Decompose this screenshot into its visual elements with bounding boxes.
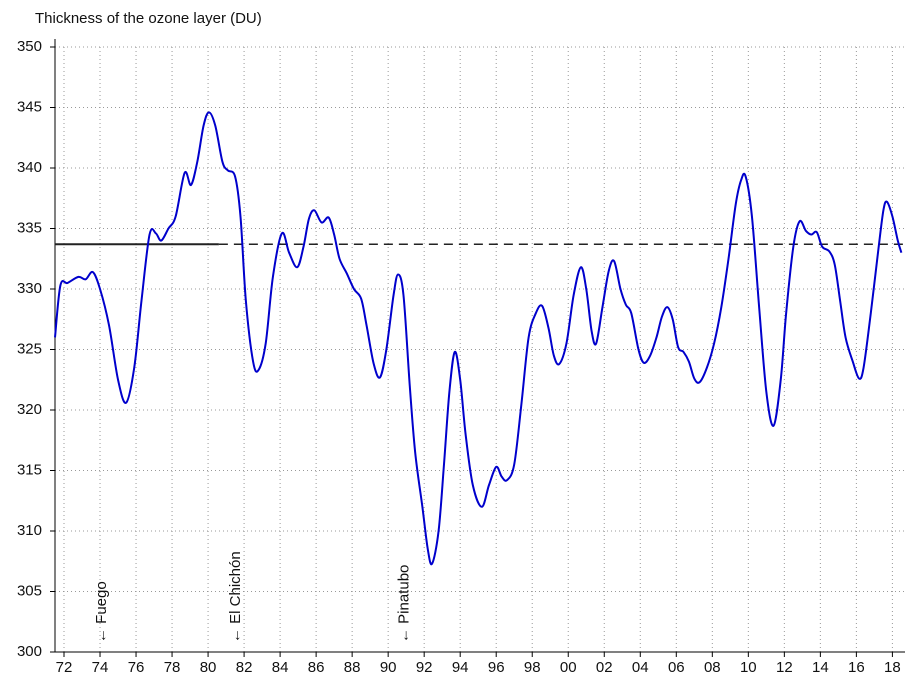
x-tick-label: 16 (848, 659, 865, 676)
x-tick-label: 90 (380, 659, 397, 676)
x-tick-label: 18 (884, 659, 901, 676)
y-tick-label: 300 (17, 643, 42, 660)
y-tick-label: 350 (17, 38, 42, 55)
chart-title: Thickness of the ozone layer (DU) (35, 10, 262, 27)
x-tick-label: 12 (776, 659, 793, 676)
x-tick-label: 88 (344, 659, 361, 676)
y-tick-label: 305 (17, 582, 42, 599)
x-tick-label: 74 (92, 659, 109, 676)
x-tick-label: 98 (524, 659, 541, 676)
y-tick-label: 330 (17, 280, 42, 297)
x-tick-label: 84 (272, 659, 289, 676)
annotation: ← El Chichón (227, 551, 244, 643)
y-tick-label: 340 (17, 159, 42, 176)
x-tick-label: 86 (308, 659, 325, 676)
y-tick-label: 320 (17, 401, 42, 418)
x-tick-label: 02 (596, 659, 613, 676)
x-tick-label: 78 (164, 659, 181, 676)
x-tick-label: 76 (128, 659, 145, 676)
x-tick-label: 92 (416, 659, 433, 676)
x-tick-label: 00 (560, 659, 577, 676)
x-tick-label: 04 (632, 659, 649, 676)
x-tick-label: 72 (56, 659, 73, 676)
x-tick-label: 94 (452, 659, 469, 676)
y-tick-label: 310 (17, 522, 42, 539)
x-tick-label: 10 (740, 659, 757, 676)
x-tick-label: 14 (812, 659, 829, 676)
x-tick-label: 82 (236, 659, 253, 676)
y-tick-label: 335 (17, 219, 42, 236)
x-tick-label: 06 (668, 659, 685, 676)
x-tick-label: 08 (704, 659, 721, 676)
y-tick-label: 345 (17, 98, 42, 115)
x-tick-label: 96 (488, 659, 505, 676)
y-tick-label: 315 (17, 461, 42, 478)
y-tick-label: 325 (17, 340, 42, 357)
annotation: ← Fuego (93, 581, 110, 643)
annotation: ← Pinatubo (395, 565, 412, 643)
data-line (54, 111, 903, 566)
x-tick-label: 80 (200, 659, 217, 676)
